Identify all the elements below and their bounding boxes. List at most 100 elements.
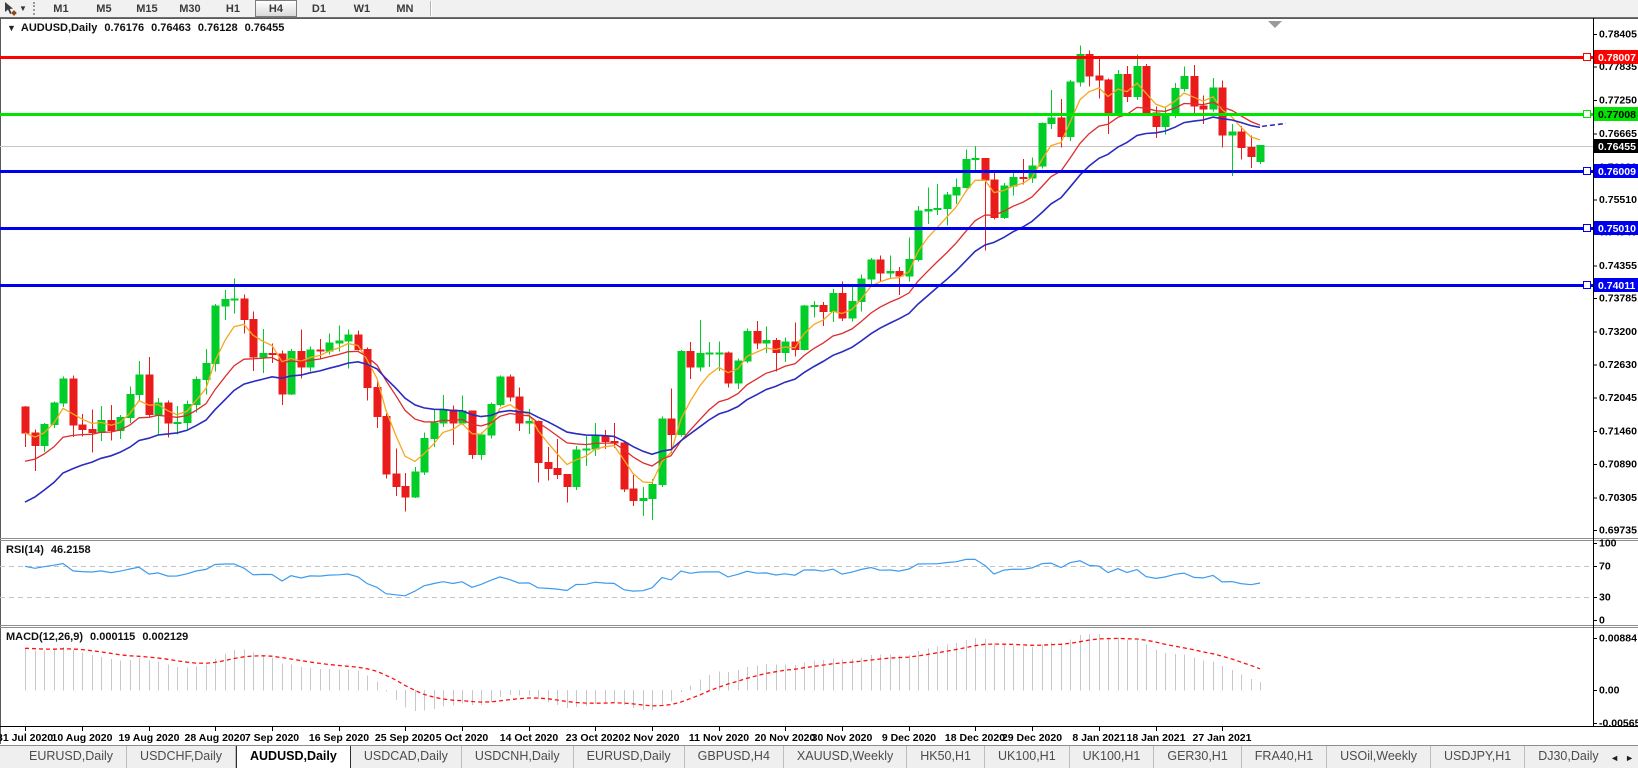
ma-line-fast — [24, 82, 1261, 484]
price-line-badge — [1594, 278, 1638, 292]
tab-scroll-arrows: ◄ ► — [1606, 746, 1638, 768]
timeframe-button-M5[interactable]: M5 — [96, 2, 112, 15]
ma-line-mid — [24, 101, 1261, 467]
candle-body — [1066, 81, 1075, 138]
macd-tick-label: -0.005651 — [1599, 718, 1638, 730]
cursor-icon — [5, 1, 17, 16]
timeframe-button-D1[interactable]: D1 — [311, 2, 326, 15]
candle-body — [316, 349, 325, 352]
tab-scroll-right-icon[interactable]: ► — [1625, 752, 1634, 763]
line-handle-0.77008[interactable] — [1583, 110, 1591, 118]
candle-body — [791, 341, 800, 350]
chart-symbol-label: AUDUSD,Daily — [20, 22, 98, 34]
candle-body — [943, 194, 952, 210]
chart-tab-GER30-H1[interactable]: GER30,H1 — [1154, 746, 1242, 768]
timeframe-button-W1[interactable]: W1 — [353, 2, 371, 15]
candle-body — [430, 422, 439, 440]
candle-body — [724, 352, 733, 384]
candle-body — [867, 259, 876, 280]
rsi-name: RSI(14) — [6, 544, 44, 556]
candle-body — [886, 271, 895, 274]
time-tick-label: 27 Jan 2021 — [1193, 732, 1252, 744]
candle-body — [810, 304, 819, 307]
line-handle-0.78007[interactable] — [1583, 53, 1591, 61]
price-tick-label: 0.76665 — [1599, 128, 1637, 140]
candle-body — [173, 422, 182, 425]
candle-body — [78, 424, 87, 430]
panel-borders — [0, 18, 1638, 744]
ohlc-open: 0.76176 — [104, 22, 145, 34]
price-tick-label: 0.69735 — [1599, 524, 1637, 536]
price-tick-label: 0.74355 — [1599, 260, 1637, 272]
cursor-tool-button[interactable]: ▼ — [0, 0, 30, 17]
candle-body — [819, 304, 828, 313]
candle-body — [477, 434, 486, 456]
line-handle-0.74011[interactable] — [1583, 281, 1591, 289]
candle-body — [411, 471, 420, 498]
chart-tab-UK100-H1[interactable]: UK100,H1 — [1070, 746, 1155, 768]
chart-tab-EURUSD-Daily[interactable]: EURUSD,Daily — [574, 746, 685, 768]
candle-body — [1228, 131, 1237, 136]
time-tick-label: 10 Aug 2020 — [52, 732, 113, 744]
macd-tick-label: 0.00884 — [1599, 633, 1637, 645]
candle-body — [506, 376, 515, 398]
candle-body — [496, 376, 505, 405]
candle-body — [1133, 65, 1142, 98]
price-tick-label: 0.72045 — [1599, 392, 1637, 404]
time-tick-label: 11 Nov 2020 — [689, 732, 749, 744]
timeframe-button-MN[interactable]: MN — [396, 2, 414, 15]
tab-scroll-left-icon[interactable]: ◄ — [1610, 752, 1620, 763]
chart-tab-USDCAD-Daily[interactable]: USDCAD,Daily — [351, 746, 462, 768]
candle-body — [696, 352, 705, 368]
chart-collapse-icon[interactable]: ▼ — [7, 23, 16, 33]
candle-body — [401, 486, 410, 498]
timeframe-button-M30[interactable]: M30 — [179, 2, 201, 15]
candle-body — [31, 432, 40, 446]
chart-tab-USDCNH-Daily[interactable]: USDCNH,Daily — [462, 746, 574, 768]
price-line-badge — [1594, 221, 1638, 235]
chart-tab-FRA40-H1[interactable]: FRA40,H1 — [1242, 746, 1328, 768]
chart-tab-USDCHF-Daily[interactable]: USDCHF,Daily — [127, 746, 236, 768]
chart-tab-XAUUSD-Weekly[interactable]: XAUUSD,Weekly — [784, 746, 908, 768]
candle-body — [734, 360, 743, 384]
candle-body — [1209, 87, 1218, 110]
time-tick-label: 20 Nov 2020 — [755, 732, 816, 744]
line-handle-0.75010[interactable] — [1583, 224, 1591, 232]
candle-body — [392, 473, 401, 488]
timeframe-button-H1[interactable]: H1 — [225, 2, 240, 15]
rsi-line — [24, 558, 1261, 597]
timeframe-button-M1[interactable]: M1 — [53, 2, 69, 15]
candle-body — [69, 378, 78, 426]
chart-tabbar: EURUSD,Daily USDCHF,Daily AUDUSD,Daily USDC… — [0, 745, 1638, 768]
chart-tab-DJ30-Daily[interactable]: DJ30,Daily — [1525, 746, 1613, 768]
timeframe-button-H4[interactable]: H4 — [254, 0, 297, 17]
candle-body — [686, 351, 695, 368]
ohlc-low: 0.76128 — [197, 22, 238, 34]
candle-body — [876, 259, 885, 274]
candle-body — [249, 319, 258, 358]
price-line-badge — [1594, 107, 1638, 121]
chart-tab-GBPUSD-H4[interactable]: GBPUSD,H4 — [685, 746, 784, 768]
timeframe-button-M15[interactable]: M15 — [136, 2, 158, 15]
chart-tab-AUDUSD-Daily[interactable]: AUDUSD,Daily — [236, 746, 351, 768]
time-tick-label: 9 Dec 2020 — [882, 732, 936, 744]
candle-body — [762, 339, 771, 344]
price-line-badge-text: 0.77008 — [1598, 109, 1636, 121]
candle-body — [1256, 145, 1265, 162]
chart-tab-USDJPY-H1[interactable]: USDJPY,H1 — [1431, 746, 1526, 768]
candle-body — [1199, 105, 1208, 110]
chart-shift-marker[interactable] — [1268, 21, 1282, 28]
line-handle-0.76009[interactable] — [1583, 167, 1591, 175]
candle-body — [772, 339, 781, 353]
rsi-label: RSI(14) 46.2158 — [6, 544, 91, 556]
chart-tab-HK50-H1[interactable]: HK50,H1 — [907, 746, 985, 768]
chart-tab-EURUSD-Daily[interactable]: EURUSD,Daily — [16, 746, 128, 768]
chart-tab-UK100-H1[interactable]: UK100,H1 — [985, 746, 1070, 768]
cursor-dropdown-caret-icon[interactable]: ▼ — [19, 4, 27, 13]
candle-body — [164, 402, 173, 424]
candle-body — [268, 352, 277, 355]
price-line-badge-text: 0.75010 — [1598, 223, 1636, 235]
candle-body — [1076, 53, 1085, 83]
chart-tab-USOil-Weekly[interactable]: USOil,Weekly — [1327, 746, 1432, 768]
